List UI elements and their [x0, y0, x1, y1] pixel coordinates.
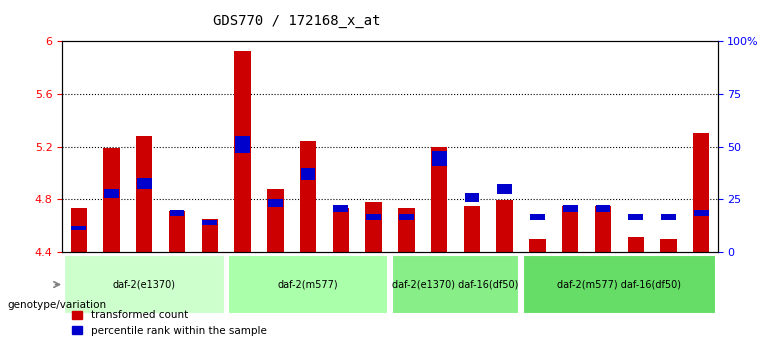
Bar — [693, 134, 710, 252]
Bar — [661, 214, 675, 219]
Bar — [168, 211, 186, 252]
Bar — [301, 168, 315, 180]
Bar — [72, 226, 86, 230]
Bar — [694, 210, 708, 216]
Bar — [563, 205, 577, 213]
FancyBboxPatch shape — [523, 255, 716, 314]
Bar — [661, 238, 677, 252]
FancyBboxPatch shape — [392, 255, 519, 314]
Bar — [267, 189, 284, 252]
Bar — [333, 208, 349, 252]
Bar — [463, 206, 480, 252]
Bar — [203, 220, 217, 225]
Text: genotype/variation: genotype/variation — [8, 300, 107, 310]
Bar — [498, 184, 512, 195]
Bar — [497, 200, 513, 252]
Bar — [103, 148, 120, 252]
Bar — [431, 147, 448, 252]
FancyBboxPatch shape — [64, 255, 225, 314]
Bar — [594, 206, 612, 252]
Bar — [71, 208, 87, 252]
Bar — [137, 178, 151, 189]
Bar — [465, 193, 479, 201]
Bar — [300, 141, 317, 252]
Bar — [366, 202, 382, 252]
Bar — [235, 51, 251, 252]
Bar — [399, 214, 413, 219]
Text: daf-2(m577): daf-2(m577) — [278, 279, 339, 289]
Bar — [268, 199, 282, 207]
Bar — [201, 219, 218, 252]
Text: daf-2(m577) daf-16(df50): daf-2(m577) daf-16(df50) — [558, 279, 681, 289]
Text: GDS770 / 172168_x_at: GDS770 / 172168_x_at — [213, 13, 380, 28]
Bar — [432, 151, 446, 166]
Legend: transformed count, percentile rank within the sample: transformed count, percentile rank withi… — [68, 306, 271, 340]
Bar — [596, 205, 610, 213]
Bar — [629, 214, 643, 219]
Text: daf-2(e1370): daf-2(e1370) — [113, 279, 176, 289]
Bar — [530, 214, 544, 219]
Bar — [105, 189, 119, 198]
Bar — [334, 205, 348, 213]
Bar — [367, 214, 381, 219]
Bar — [628, 237, 644, 252]
Bar — [136, 136, 153, 252]
Bar — [562, 206, 579, 252]
FancyBboxPatch shape — [228, 255, 388, 314]
Bar — [170, 210, 184, 216]
Bar — [236, 136, 250, 154]
Bar — [399, 208, 415, 252]
Bar — [529, 238, 546, 252]
Text: daf-2(e1370) daf-16(df50): daf-2(e1370) daf-16(df50) — [392, 279, 519, 289]
